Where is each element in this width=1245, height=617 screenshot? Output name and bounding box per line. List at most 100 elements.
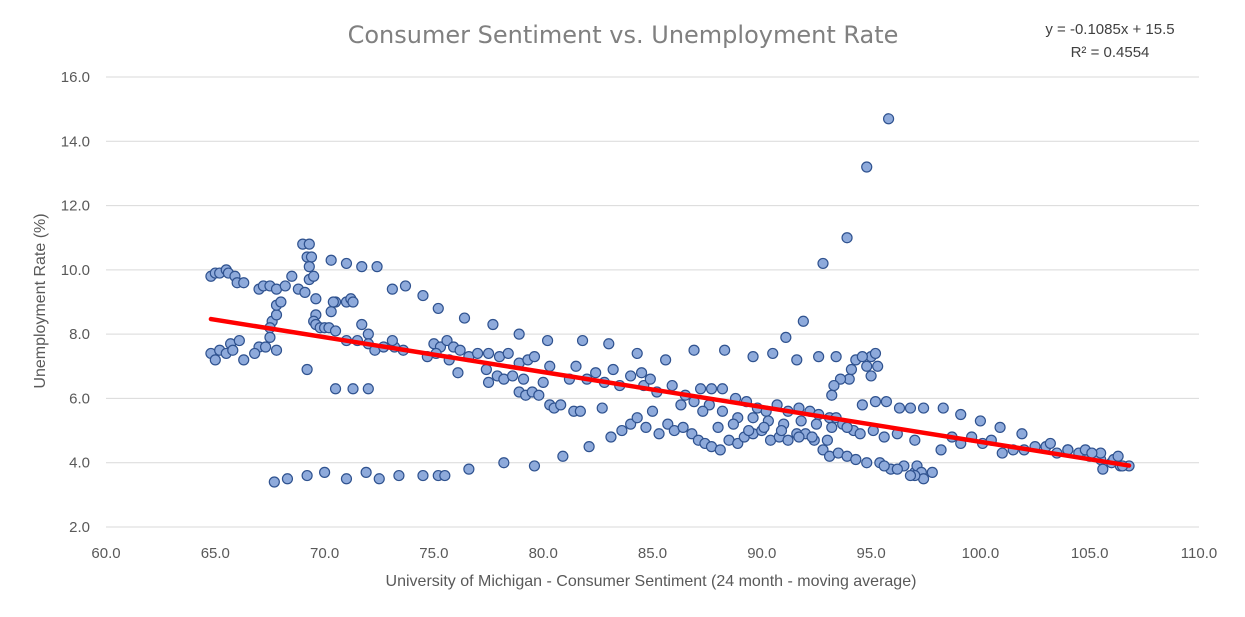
data-point <box>417 289 429 302</box>
data-point <box>797 315 809 327</box>
data-point <box>625 370 637 382</box>
data-point <box>937 402 949 414</box>
data-point <box>697 405 709 417</box>
y-axis-label: Unemployment Rate (%) <box>32 213 49 388</box>
data-point <box>325 306 337 318</box>
data-point <box>340 473 353 485</box>
data-point <box>327 296 339 308</box>
trendline-layer <box>208 316 1132 468</box>
data-point <box>517 373 530 385</box>
data-point <box>325 254 337 266</box>
data-point <box>286 270 298 282</box>
data-point <box>660 354 672 366</box>
data-point <box>340 257 353 270</box>
data-point <box>810 418 823 430</box>
data-point <box>841 232 853 244</box>
x-tick-label: 90.0 <box>747 545 776 562</box>
data-point <box>399 280 412 292</box>
data-point <box>974 415 987 427</box>
data-point <box>393 469 405 482</box>
y-tick-label: 8.0 <box>69 326 90 343</box>
data-point <box>830 351 842 363</box>
data-point <box>856 399 868 411</box>
data-point <box>386 283 398 295</box>
data-point <box>834 373 847 385</box>
data-point <box>576 334 589 347</box>
data-point <box>891 463 903 475</box>
data-point <box>487 318 499 331</box>
data-point <box>360 466 372 478</box>
data-point <box>686 428 698 440</box>
y-axis-ticks: 2.0 4.0 6.0 8.0 10.0 12.0 14.0 16.0 <box>61 69 90 536</box>
data-point <box>826 421 838 433</box>
data-point <box>502 347 514 360</box>
data-point <box>386 334 398 347</box>
data-point <box>557 450 569 462</box>
data-point <box>362 328 374 340</box>
data-point <box>281 473 294 485</box>
data-point <box>1044 437 1056 450</box>
data-point <box>603 338 615 350</box>
data-point <box>590 367 602 379</box>
data-point <box>452 367 464 379</box>
data-point <box>791 354 803 366</box>
trendline <box>208 316 1132 468</box>
data-point <box>506 370 519 382</box>
data-point <box>362 383 374 395</box>
data-point <box>373 473 385 485</box>
data-point <box>955 408 967 421</box>
data-point <box>882 113 895 125</box>
x-tick-label: 60.0 <box>91 545 120 562</box>
data-point <box>441 334 453 347</box>
data-point <box>926 466 938 478</box>
x-tick-label: 85.0 <box>638 545 667 562</box>
data-point <box>607 363 619 376</box>
data-point <box>268 476 280 488</box>
data-point <box>758 421 770 433</box>
x-tick-label: 80.0 <box>529 545 558 562</box>
data-point <box>845 363 858 376</box>
data-point <box>482 347 495 360</box>
data-point <box>878 460 890 472</box>
data-point <box>432 302 444 315</box>
data-point <box>854 428 866 440</box>
data-point <box>716 405 729 417</box>
chart-title: Consumer Sentiment vs. Unemployment Rate <box>348 21 899 49</box>
data-point <box>861 360 873 372</box>
data-point <box>541 334 554 347</box>
data-point <box>279 280 291 292</box>
data-point <box>821 434 833 446</box>
data-point <box>371 261 383 273</box>
y-tick-label: 2.0 <box>69 519 90 536</box>
data-point <box>869 347 882 360</box>
data-point <box>793 431 805 443</box>
x-tick-label: 70.0 <box>310 545 339 562</box>
data-point <box>528 351 541 363</box>
data-point <box>513 328 525 340</box>
data-point <box>865 370 877 382</box>
data-point <box>795 415 807 427</box>
data-point <box>861 457 873 469</box>
data-point <box>806 431 818 443</box>
data-point <box>872 360 884 372</box>
y-tick-label: 6.0 <box>69 390 90 407</box>
data-point <box>537 376 549 388</box>
gridlines <box>106 76 1199 528</box>
y-tick-label: 16.0 <box>61 69 90 86</box>
data-point <box>528 460 541 472</box>
x-tick-label: 95.0 <box>856 545 885 562</box>
data-point <box>1086 447 1098 459</box>
data-point <box>828 379 840 392</box>
data-point <box>747 351 759 363</box>
data-point <box>259 341 272 353</box>
trendline-r-squared: R² = 0.4554 <box>1071 44 1150 61</box>
data-point <box>299 286 311 298</box>
data-point <box>817 444 829 456</box>
data-point <box>743 424 755 437</box>
data-point <box>935 444 947 456</box>
data-point <box>209 354 221 366</box>
data-point <box>227 344 239 356</box>
data-point <box>705 383 718 395</box>
data-point <box>893 402 906 414</box>
data-point <box>454 344 466 356</box>
